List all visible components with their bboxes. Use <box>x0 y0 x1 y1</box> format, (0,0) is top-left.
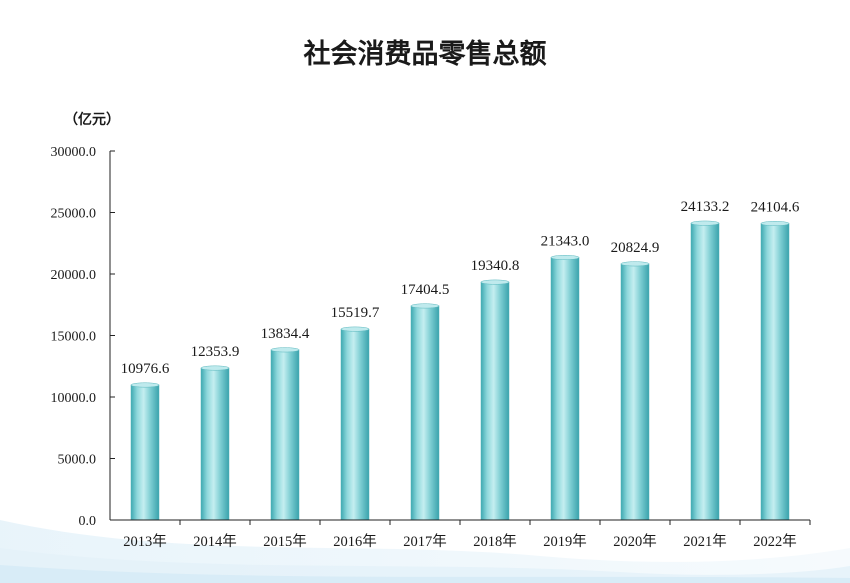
chart-title: 社会消费品零售总额 <box>304 38 547 70</box>
x-tick-label: 2017年 <box>403 533 447 550</box>
x-tick-label: 2021年 <box>683 533 727 550</box>
data-label: 17404.5 <box>401 282 450 298</box>
bar-top <box>410 303 440 309</box>
y-tick-label: 5000.0 <box>58 453 97 468</box>
x-tick-label: 2016年 <box>333 533 377 550</box>
x-axis: 2013年 2014年 2015年 2016年 2017年 2018年 2019年 2020年… <box>110 519 811 550</box>
x-tick-label: 2014年 <box>193 533 237 550</box>
y-tick-label: 10000.0 <box>51 391 97 406</box>
background-waves <box>0 520 850 583</box>
data-label: 12353.9 <box>191 344 240 360</box>
bar-top <box>340 326 370 332</box>
bar <box>340 328 370 521</box>
y-tick-label: 30000.0 <box>51 145 97 160</box>
data-label: 20824.9 <box>611 240 660 256</box>
bar-top <box>760 221 790 226</box>
x-tick-label: 2019年 <box>543 533 587 550</box>
bar <box>760 223 790 521</box>
x-tick-label: 2022年 <box>753 533 797 550</box>
data-label: 13834.4 <box>261 326 310 342</box>
data-label: 24133.2 <box>681 199 730 215</box>
bar <box>480 281 510 521</box>
data-label: 15519.7 <box>331 305 380 321</box>
bars: 10976.6 12353.9 13834.4 15519.7 17404.5 19340… <box>121 199 800 521</box>
data-label: 19340.8 <box>471 258 520 274</box>
y-tick-label: 15000.0 <box>51 330 97 345</box>
y-tick-label: 20000.0 <box>51 268 97 283</box>
bar <box>550 257 580 521</box>
bar <box>410 305 440 521</box>
bar <box>270 349 300 521</box>
bar <box>130 384 160 521</box>
bar-top <box>620 261 650 267</box>
bar-top <box>200 365 230 371</box>
x-tick-label: 2020年 <box>613 533 657 550</box>
bar-top <box>690 220 720 226</box>
x-tick-label: 2018年 <box>473 533 517 550</box>
bar-top <box>130 382 160 388</box>
y-tick-label: 25000.0 <box>51 207 97 222</box>
bar-top <box>550 255 580 260</box>
y-axis-unit-label: （亿元） <box>64 111 120 128</box>
bar-top <box>270 347 300 353</box>
data-label: 10976.6 <box>121 361 170 377</box>
data-label: 21343.0 <box>541 233 590 249</box>
bar <box>620 263 650 521</box>
y-axis: 0.0 5000.0 10000.0 15000.0 20000.0 25000.0 300… <box>51 145 115 529</box>
bar <box>690 222 720 521</box>
data-label: 24104.6 <box>751 200 800 216</box>
bar <box>200 367 230 521</box>
x-tick-label: 2013年 <box>123 533 167 550</box>
y-tick-label: 0.0 <box>79 514 97 529</box>
x-tick-label: 2015年 <box>263 533 307 550</box>
bar-top <box>480 279 510 285</box>
